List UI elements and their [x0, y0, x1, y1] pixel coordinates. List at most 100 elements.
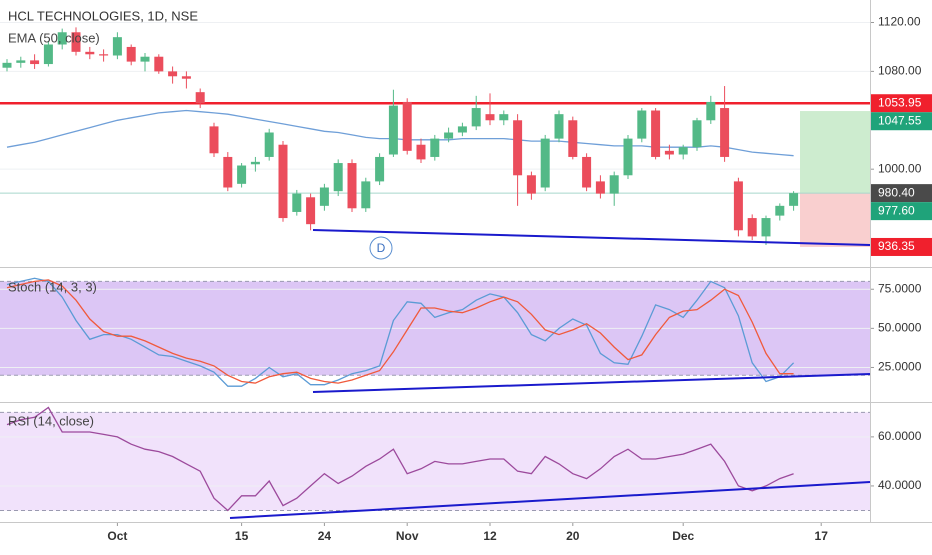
candle-body	[195, 92, 205, 104]
candle-body	[43, 44, 53, 65]
candle-body	[568, 120, 578, 157]
candle-body	[99, 54, 109, 56]
y-tick-label: 1080.00	[878, 64, 922, 78]
candle-body	[85, 51, 95, 55]
price-label: 1053.95	[878, 95, 922, 109]
candle-body	[361, 181, 371, 209]
study-label: Stoch (14, 3, 3)	[8, 279, 97, 294]
candle-body	[112, 37, 122, 56]
candle-body	[237, 165, 247, 184]
candle-body	[444, 132, 454, 139]
series-line	[6, 279, 794, 384]
candle-body	[761, 218, 771, 237]
candle-body	[292, 193, 302, 212]
trend-line	[312, 229, 871, 246]
study-label: RSI (14, close)	[8, 413, 94, 428]
candle-body	[678, 147, 688, 155]
stop-zone	[800, 193, 870, 247]
candle-body	[540, 138, 550, 188]
price-label-bg	[870, 184, 932, 203]
candle-body	[733, 181, 743, 231]
price-label-bg	[870, 202, 932, 221]
series-line	[6, 109, 794, 157]
price-label-bg	[870, 237, 932, 256]
candle-body	[416, 144, 426, 160]
y-tick-label: 75.0000	[878, 281, 922, 295]
candle-body	[471, 108, 481, 127]
candle-body	[264, 132, 274, 157]
trend-line	[312, 373, 871, 393]
series-line	[6, 406, 794, 512]
candle-body	[278, 144, 288, 219]
series-line	[6, 277, 795, 387]
candle-body	[623, 138, 633, 176]
candle-body	[554, 114, 564, 139]
candle-body	[209, 126, 219, 154]
y-tick-label: 60.0000	[878, 429, 922, 443]
y-tick-label: 40.0000	[878, 478, 922, 492]
chart-title: HCL TECHNOLOGIES, 1D, NSE	[8, 8, 198, 23]
candle-body	[250, 161, 260, 165]
study-label: EMA (50, close)	[8, 30, 100, 45]
y-tick-label: 1000.00	[878, 161, 922, 175]
candle-body	[347, 163, 357, 209]
x-tick-label: Nov	[396, 529, 419, 543]
price-label: 977.60	[878, 203, 915, 217]
price-label: 980.40	[878, 185, 915, 199]
y-tick-label: 25.0000	[878, 360, 922, 374]
target-zone	[800, 111, 870, 194]
candle-body	[789, 193, 799, 206]
y-tick-label: 50.0000	[878, 321, 922, 335]
plot-layer: 1120.00 1080.00 1000.00 1053.95 1047.55 980.4…	[0, 15, 932, 543]
candle-body	[71, 32, 81, 52]
candle-body	[637, 110, 647, 139]
trend-line	[229, 481, 871, 519]
y-tick-label: 1120.00	[878, 15, 921, 29]
candle-body	[609, 175, 619, 194]
candle-body	[747, 218, 757, 237]
candle-body	[2, 62, 12, 68]
candle-body	[16, 60, 26, 63]
candle-body	[306, 197, 316, 225]
candle-body	[526, 175, 536, 194]
candle-body	[664, 150, 674, 155]
candle-body	[706, 101, 716, 121]
x-tick-label: Dec	[672, 529, 694, 543]
candle-body	[485, 114, 495, 121]
candle-body	[582, 156, 592, 188]
annotation: D	[377, 241, 386, 255]
candle-body	[375, 156, 385, 182]
candle-body	[402, 101, 412, 151]
candle-body	[692, 120, 702, 148]
candle-body	[513, 120, 523, 176]
x-tick-label: 12	[483, 529, 497, 543]
x-tick-label: 24	[318, 529, 332, 543]
x-tick-label: 15	[235, 529, 249, 543]
candle-body	[499, 114, 509, 121]
price-label: 936.35	[878, 239, 915, 253]
candle-body	[720, 108, 730, 157]
candle-body	[140, 56, 150, 62]
candle-body	[775, 205, 785, 216]
candle-body	[223, 156, 233, 188]
candle-body	[430, 138, 440, 157]
candle-body	[181, 76, 191, 79]
annotation-marker	[369, 236, 393, 260]
candle-body	[595, 181, 605, 194]
x-tick-label: Oct	[107, 529, 127, 543]
candle-body	[30, 60, 40, 65]
x-tick-label: 17	[815, 529, 829, 543]
candle-body	[333, 163, 343, 192]
candle-body	[126, 46, 136, 62]
price-label-bg	[870, 112, 932, 131]
candle-body	[651, 110, 661, 157]
candle-body	[154, 56, 164, 72]
price-label-bg	[870, 94, 932, 113]
candle-body	[388, 105, 398, 155]
candle-body	[457, 126, 467, 133]
candle-body	[319, 187, 329, 206]
x-tick-label: 20	[566, 529, 580, 543]
candle-body	[57, 32, 67, 45]
price-label: 1047.55	[878, 113, 922, 127]
